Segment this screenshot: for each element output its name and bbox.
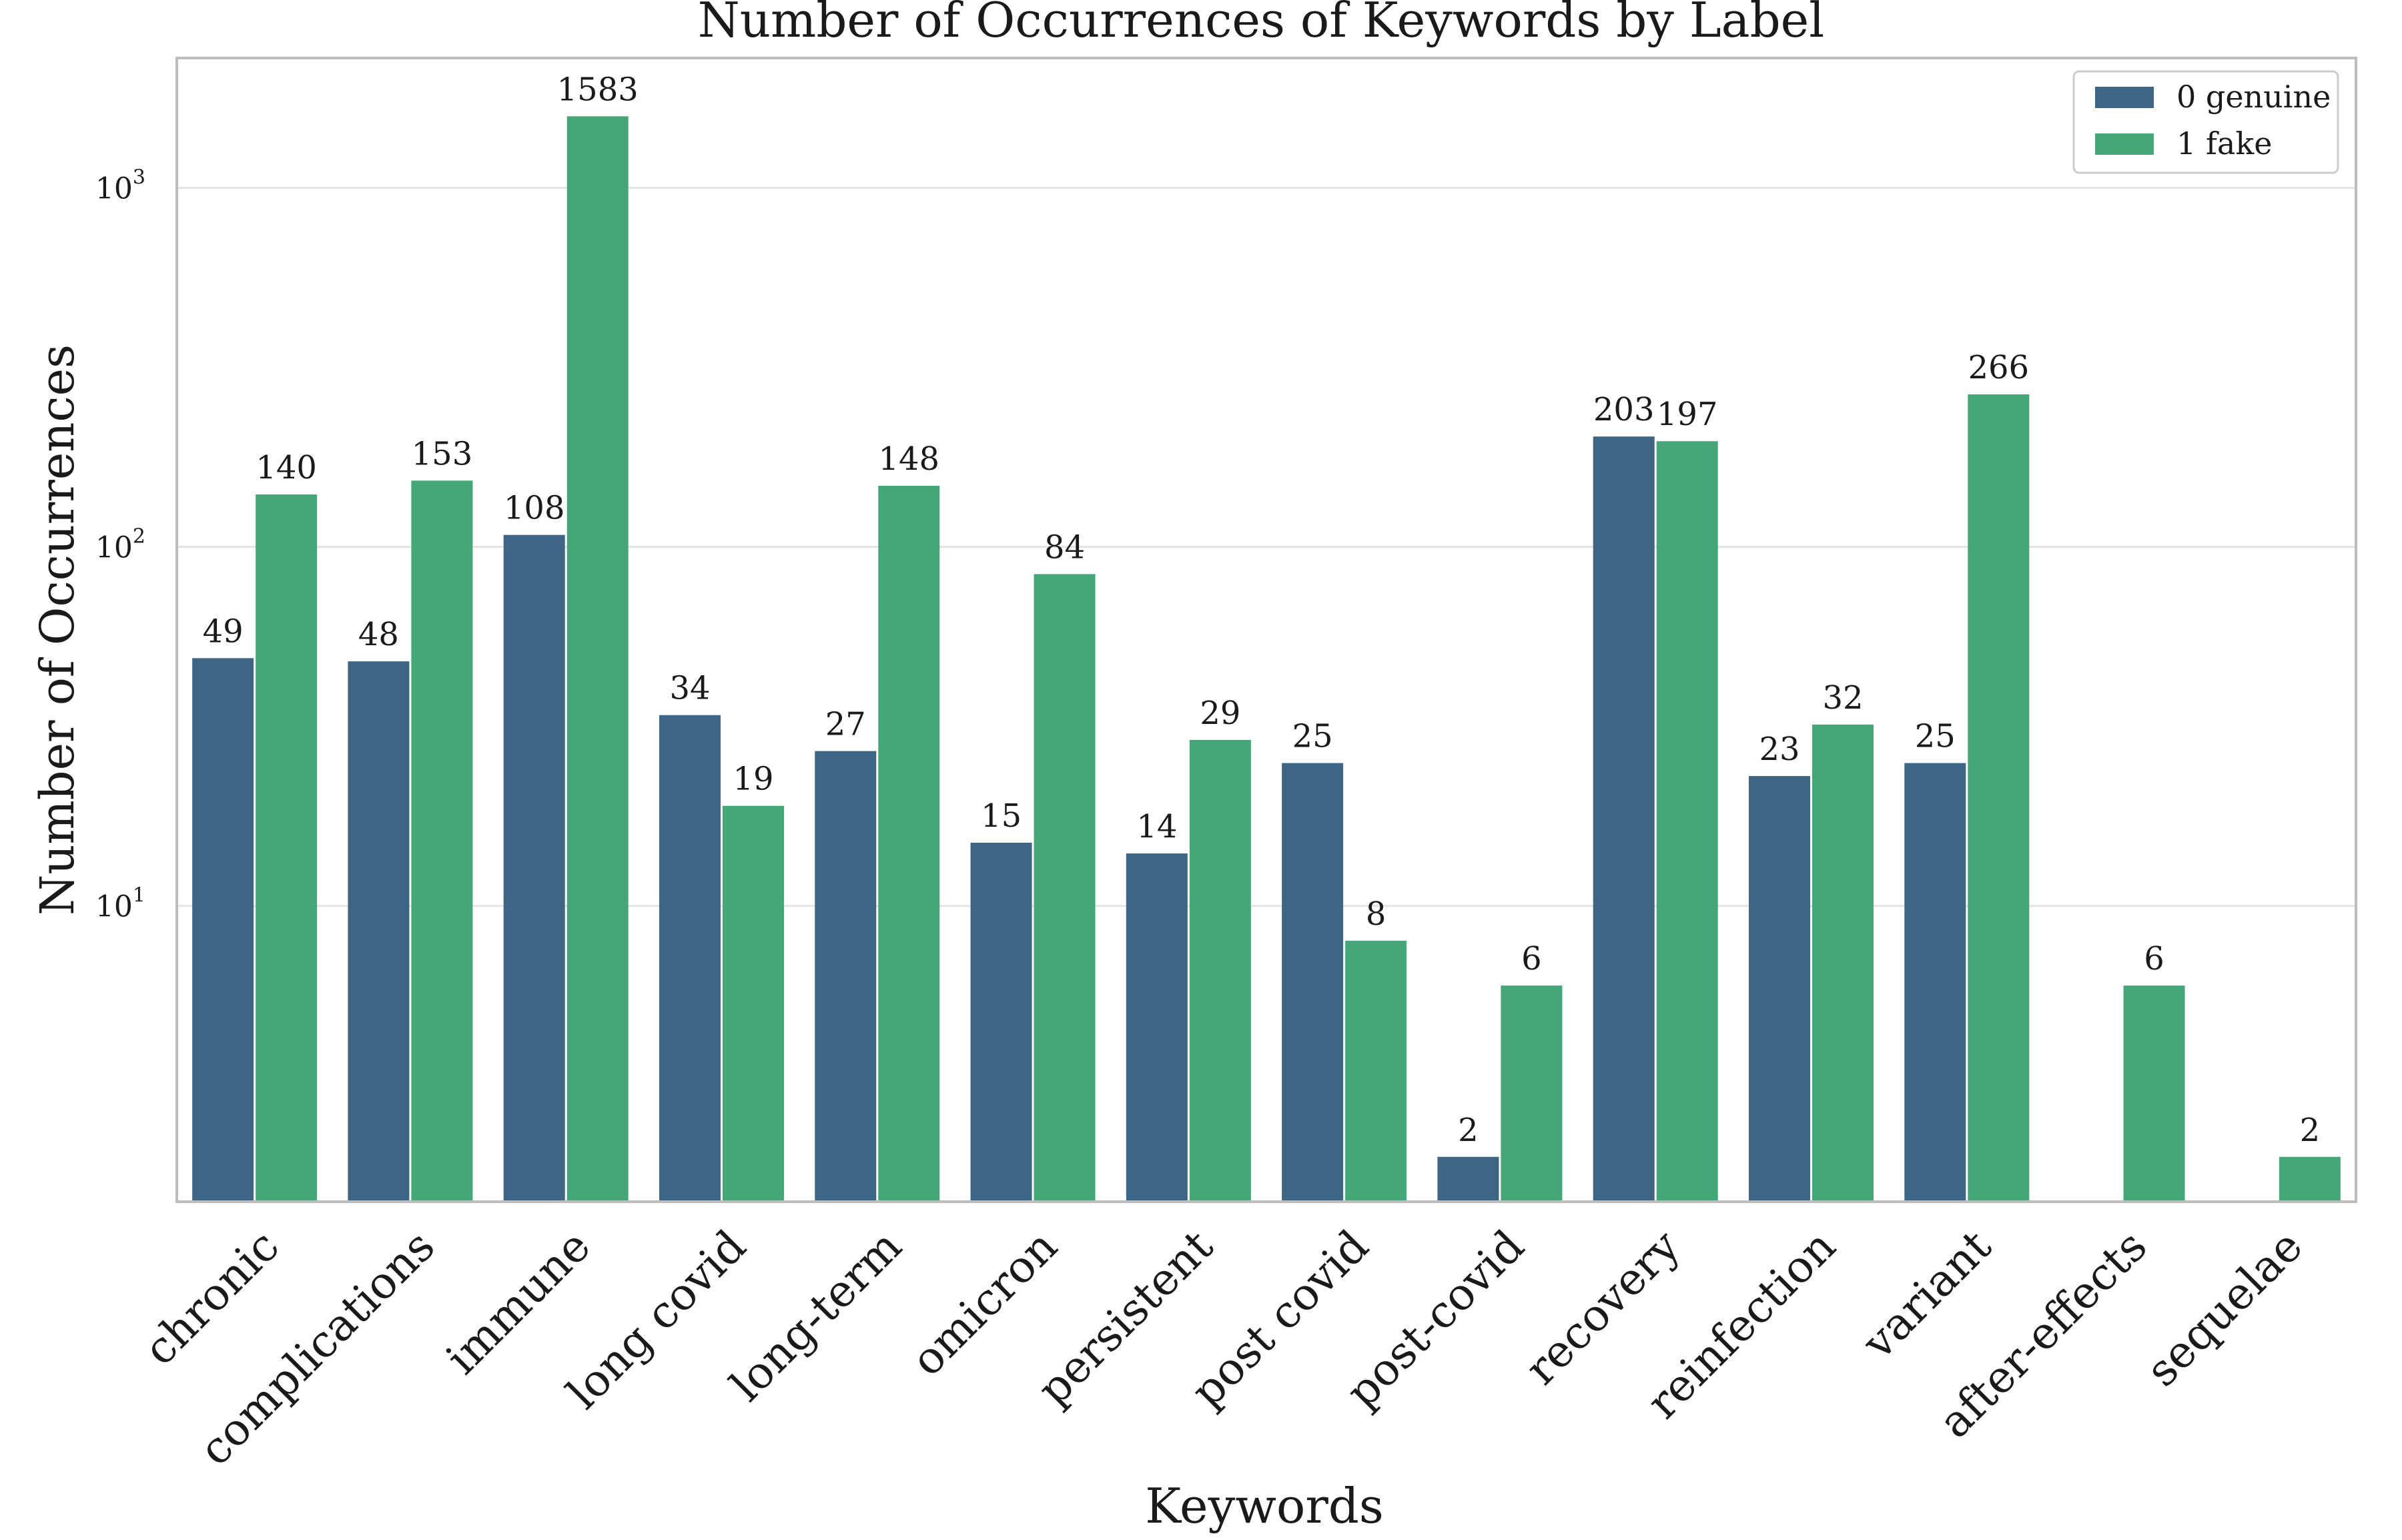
data-label: 203 [1593,391,1655,428]
data-label: 153 [412,435,473,472]
bar [970,842,1032,1202]
bar [2123,986,2185,1202]
plot-frame [175,57,2357,1203]
data-label: 148 [878,440,939,478]
bar [566,116,629,1202]
data-label: 2 [1458,1112,1479,1149]
bar [348,661,410,1202]
value-labels: 49 140 48 153 108 1583 34 19 27 148 15 84 14 29 25 8 2 6 2… [203,71,2321,1148]
bar [1282,763,1344,1202]
bar [1126,853,1188,1202]
data-label: 15 [981,797,1022,835]
data-label: 49 [203,613,244,650]
data-label: 1583 [557,71,639,108]
bar [1189,739,1251,1202]
bar [1437,1156,1499,1202]
legend-label: 0 genuine [2176,79,2331,115]
bar [1593,436,1655,1202]
bar [256,494,318,1202]
chart-title: Number of Occurrences of Keywords by Lab… [698,0,1825,48]
data-label: 140 [256,449,317,486]
y-tick-label: 103 [95,166,145,206]
data-label: 32 [1822,679,1863,717]
bar [659,715,721,1202]
data-label: 29 [1200,695,1240,732]
data-label: 25 [1292,718,1333,755]
legend: 0 genuine 1 fake [2072,70,2339,174]
data-label: 84 [1044,528,1085,566]
data-label: 8 [1366,895,1386,933]
bar [192,658,254,1202]
data-label: 108 [504,490,565,527]
bar [1034,574,1096,1202]
bar [2279,1156,2341,1202]
bar [1501,986,1563,1202]
legend-swatch [2095,133,2154,155]
data-label: 25 [1915,718,1956,755]
data-label: 23 [1759,731,1799,768]
bar [815,751,877,1202]
data-label: 6 [1521,940,1542,978]
bar [878,486,940,1202]
y-axis-label: Number of Occurrences [30,344,85,915]
bar [723,805,784,1202]
bar [1749,776,1810,1202]
data-label: 48 [358,616,399,653]
data-label: 197 [1657,396,1718,433]
data-label: 14 [1136,808,1177,845]
bar [1656,441,1718,1202]
data-label: 2 [2300,1112,2321,1149]
y-tick-label: 101 [95,884,145,924]
bar [1968,394,2030,1202]
data-label: 266 [1968,349,2029,386]
bar [1812,724,1874,1202]
bar [1345,940,1407,1202]
x-axis-label: Keywords [1145,1478,1384,1534]
y-axis-ticks: 101 102 103 [95,166,145,924]
bar [503,534,565,1202]
bar [411,480,473,1202]
y-tick-label: 102 [95,525,145,565]
data-label: 27 [825,706,866,743]
data-label: 34 [669,670,710,707]
bars [192,116,2341,1202]
data-label: 19 [733,761,773,798]
legend-swatch [2095,87,2154,108]
legend-label: 1 fake [2176,125,2272,161]
data-label: 6 [2144,940,2164,978]
bar [1904,763,1966,1202]
